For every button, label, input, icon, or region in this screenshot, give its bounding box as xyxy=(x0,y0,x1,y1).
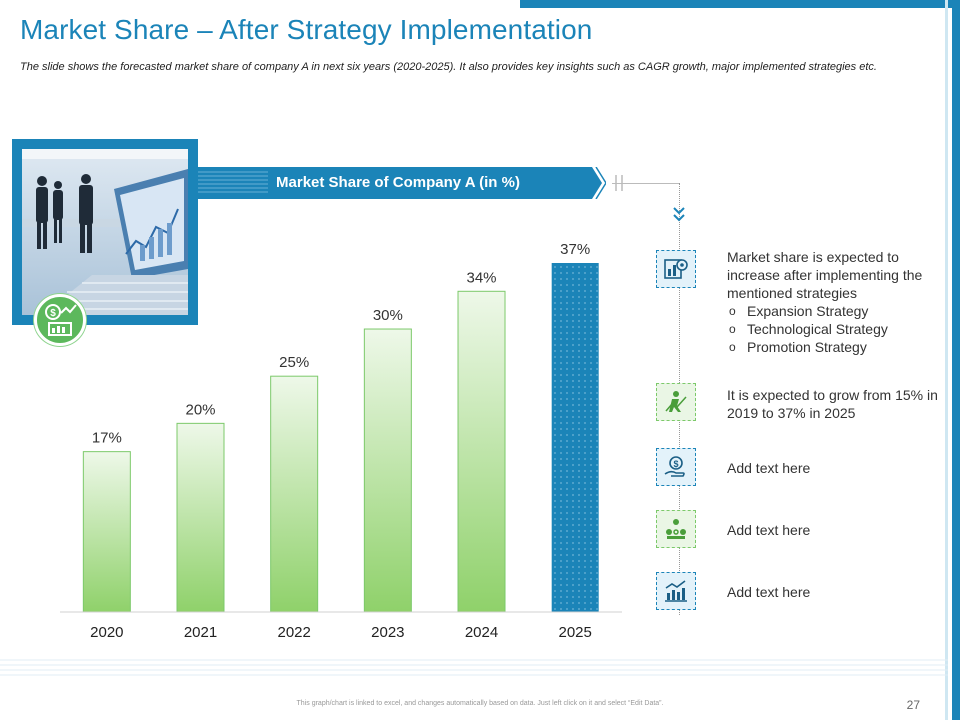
connector-line xyxy=(612,183,679,184)
x-tick-label-2021: 2021 xyxy=(184,624,217,641)
svg-text:$: $ xyxy=(50,308,56,319)
page-number: 27 xyxy=(906,698,920,712)
x-tick-label-2023: 2023 xyxy=(371,624,404,641)
chevron-down-icon xyxy=(673,207,685,222)
svg-text:$: $ xyxy=(673,459,678,469)
data-label-2024: 34% xyxy=(466,269,496,286)
bar-2020 xyxy=(82,451,131,613)
top-accent-bar xyxy=(0,0,960,8)
business-meeting-photo xyxy=(22,149,188,315)
bar-2025 xyxy=(551,263,599,612)
x-tick-label-2020: 2020 xyxy=(90,624,123,641)
placeholder-text-3: Add text here xyxy=(727,584,811,600)
strategy-item: Promotion Strategy xyxy=(727,338,942,356)
footer-note: This graph/chart is linked to excel, and… xyxy=(296,700,664,707)
dollar-hand-icon: $ xyxy=(656,448,696,486)
team-icon xyxy=(656,510,696,548)
x-tick-label-2025: 2025 xyxy=(558,624,591,641)
placeholder-text-1: Add text here xyxy=(727,460,811,476)
bar-2023 xyxy=(363,328,412,613)
chart-title-banner xyxy=(198,167,606,199)
data-label-2025: 37% xyxy=(560,241,590,258)
page-subtitle: The slide shows the forecasted market sh… xyxy=(20,61,877,73)
data-label-2020: 17% xyxy=(92,430,122,447)
growth-person-icon xyxy=(656,383,696,421)
insight-intro: Market share is expected to increase aft… xyxy=(727,249,923,301)
data-label-2021: 20% xyxy=(185,401,215,418)
placeholder-text-2: Add text here xyxy=(727,522,811,538)
bar-2021 xyxy=(176,422,225,613)
strategy-list: Expansion Strategy Technological Strateg… xyxy=(727,302,942,356)
strategy-item: Expansion Strategy xyxy=(727,302,942,320)
money-chart-badge: $ xyxy=(34,294,86,346)
insight-strategies: Market share is expected to increase aft… xyxy=(727,248,942,356)
insight-growth: It is expected to grow from 15% in 2019 … xyxy=(727,387,938,421)
bar-2024 xyxy=(457,290,506,613)
x-tick-label-2022: 2022 xyxy=(277,624,310,641)
footer-lines xyxy=(0,659,948,676)
bar-2022 xyxy=(270,375,319,613)
growth-chart-icon xyxy=(656,572,696,610)
right-accent-bar xyxy=(952,0,960,720)
right-accent-line xyxy=(945,0,948,720)
x-tick-label-2024: 2024 xyxy=(465,624,498,641)
strategy-item: Technological Strategy xyxy=(727,320,942,338)
connector-end-icon xyxy=(615,175,623,191)
chart-title: Market Share of Company A (in %) xyxy=(276,174,520,191)
data-label-2023: 30% xyxy=(373,307,403,324)
chart-gear-icon xyxy=(656,250,696,288)
data-label-2022: 25% xyxy=(279,354,309,371)
page-title: Market Share – After Strategy Implementa… xyxy=(20,14,593,45)
